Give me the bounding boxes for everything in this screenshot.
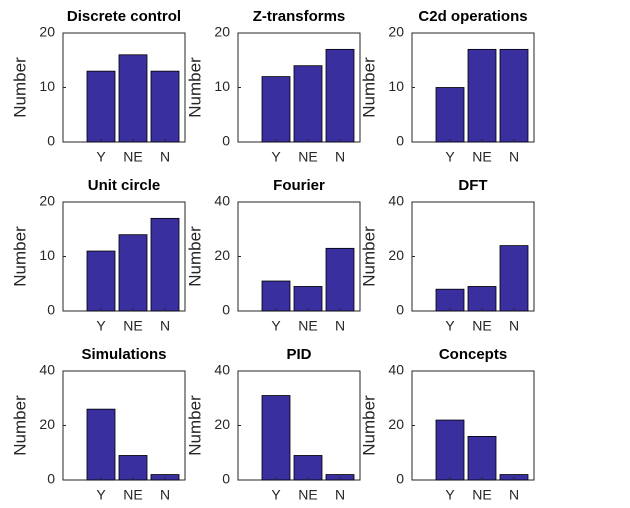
- y-tick-label: 20: [39, 24, 55, 40]
- x-tick-label: NE: [472, 487, 491, 503]
- bar: [86, 250, 116, 312]
- x-tick-label: NE: [298, 318, 317, 334]
- y-tick-label: 20: [39, 416, 55, 432]
- bar: [435, 87, 465, 143]
- x-tick-label: Y: [271, 487, 281, 503]
- bar: [435, 288, 465, 312]
- subplot-title: Fourier: [273, 177, 325, 194]
- y-tick-label: 0: [222, 302, 230, 318]
- y-tick-label: 40: [214, 193, 230, 209]
- x-tick-label: NE: [472, 149, 491, 165]
- bar: [118, 234, 148, 312]
- bar: [261, 280, 291, 312]
- x-tick-label: NE: [298, 487, 317, 503]
- x-tick-label: N: [509, 487, 519, 503]
- y-tick-label: 0: [47, 133, 55, 149]
- bar: [293, 455, 323, 481]
- y-axis-label: Number: [185, 226, 204, 287]
- x-tick-label: Y: [271, 318, 281, 334]
- x-tick-label: NE: [123, 487, 142, 503]
- y-axis-label: Number: [185, 57, 204, 118]
- x-tick-label: NE: [298, 149, 317, 165]
- y-tick-label: 0: [222, 133, 230, 149]
- subplot-title: PID: [286, 346, 311, 363]
- x-tick-label: Y: [445, 318, 455, 334]
- x-tick-label: Y: [445, 487, 455, 503]
- y-tick-label: 20: [388, 24, 404, 40]
- x-tick-label: Y: [445, 149, 455, 165]
- x-tick-label: N: [335, 149, 345, 165]
- subplot-title: Unit circle: [88, 177, 161, 194]
- x-tick-label: N: [509, 318, 519, 334]
- y-tick-label: 0: [222, 471, 230, 487]
- x-tick-label: NE: [123, 318, 142, 334]
- y-axis-label: Number: [10, 226, 29, 287]
- bar: [467, 48, 497, 143]
- y-tick-label: 0: [396, 133, 404, 149]
- x-tick-label: Y: [96, 487, 106, 503]
- bar: [467, 286, 497, 312]
- y-axis-label: Number: [10, 57, 29, 118]
- y-tick-label: 20: [388, 416, 404, 432]
- y-axis-label: Number: [185, 395, 204, 456]
- subplot-title: Simulations: [81, 346, 166, 363]
- y-tick-label: 0: [396, 471, 404, 487]
- y-tick-label: 0: [47, 302, 55, 318]
- y-tick-label: 10: [39, 78, 55, 94]
- x-tick-label: N: [509, 149, 519, 165]
- y-tick-label: 40: [388, 193, 404, 209]
- bar: [325, 247, 355, 312]
- subplot-title: C2d operations: [418, 8, 527, 25]
- x-tick-label: Y: [96, 149, 106, 165]
- subplot-title: DFT: [458, 177, 487, 194]
- bar: [435, 419, 465, 481]
- bar: [261, 395, 291, 481]
- subplot-title: Z-transforms: [253, 8, 346, 25]
- y-tick-label: 20: [39, 193, 55, 209]
- y-axis-label: Number: [359, 226, 378, 287]
- subplot-title: Discrete control: [67, 8, 181, 25]
- bar: [467, 435, 497, 481]
- bar: [499, 48, 529, 143]
- x-tick-label: N: [335, 487, 345, 503]
- bar: [499, 245, 529, 312]
- y-tick-label: 40: [388, 362, 404, 378]
- x-tick-label: NE: [123, 149, 142, 165]
- bar: [86, 408, 116, 481]
- x-tick-label: Y: [96, 318, 106, 334]
- x-tick-label: N: [335, 318, 345, 334]
- y-tick-label: 0: [47, 471, 55, 487]
- bar: [293, 286, 323, 312]
- y-tick-label: 10: [388, 78, 404, 94]
- y-tick-label: 0: [396, 302, 404, 318]
- y-tick-label: 10: [214, 78, 230, 94]
- y-tick-label: 40: [39, 362, 55, 378]
- y-tick-label: 10: [39, 247, 55, 263]
- bar: [118, 455, 148, 481]
- y-tick-label: 20: [388, 247, 404, 263]
- x-tick-label: Y: [271, 149, 281, 165]
- x-tick-label: N: [160, 318, 170, 334]
- y-axis-label: Number: [10, 395, 29, 456]
- y-tick-label: 40: [214, 362, 230, 378]
- y-tick-label: 20: [214, 416, 230, 432]
- bar: [150, 217, 180, 312]
- y-axis-label: Number: [359, 57, 378, 118]
- subplot-title: Concepts: [439, 346, 507, 363]
- bar: [325, 48, 355, 143]
- y-tick-label: 20: [214, 247, 230, 263]
- bar: [118, 54, 148, 143]
- x-tick-label: N: [160, 487, 170, 503]
- y-tick-label: 20: [214, 24, 230, 40]
- y-axis-label: Number: [359, 395, 378, 456]
- x-tick-label: N: [160, 149, 170, 165]
- bar: [86, 70, 116, 143]
- x-tick-label: NE: [472, 318, 491, 334]
- bar: [150, 70, 180, 143]
- bar: [261, 76, 291, 143]
- bar: [293, 65, 323, 143]
